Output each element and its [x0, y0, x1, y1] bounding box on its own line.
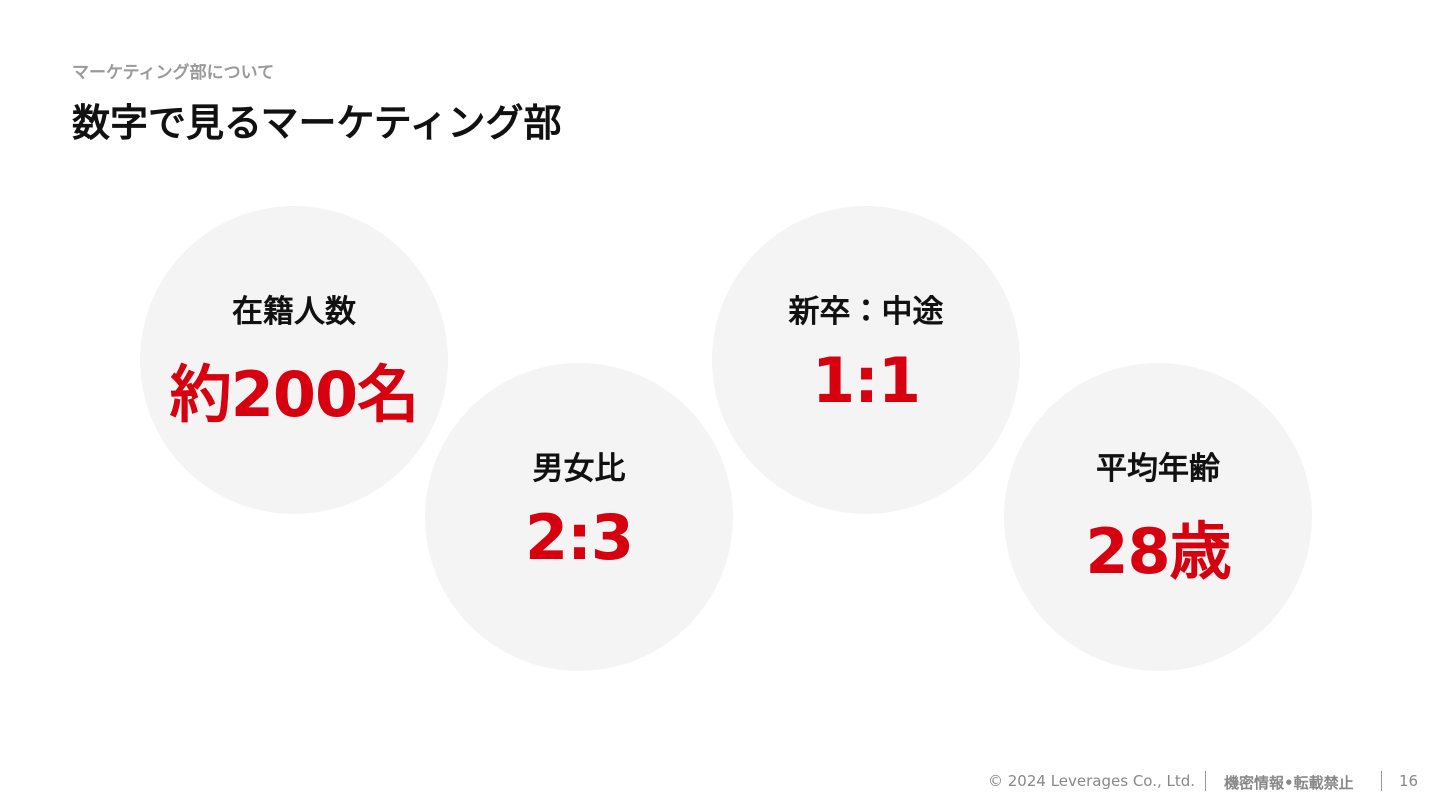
separator [1381, 771, 1382, 791]
stat-circle: 在籍人数 約200名 [140, 206, 448, 514]
section-label: マーケティング部について [72, 63, 275, 83]
stat-label: 新卒：中途 [788, 294, 944, 330]
stat-circle: 平均年齢 28歳 [1004, 363, 1312, 671]
separator [1205, 771, 1206, 791]
confidential-notice: 機密情報•転載禁止 [1224, 774, 1354, 792]
slide-title: 数字で見るマーケティング部 [72, 101, 562, 145]
page-number: 16 [1399, 772, 1419, 790]
copyright: © 2024 Leverages Co., Ltd. [988, 772, 1196, 790]
stat-label: 男女比 [532, 451, 626, 487]
stat-label: 在籍人数 [232, 294, 356, 330]
stat-value: 約200名 [169, 358, 419, 431]
stat-value: 1:1 [811, 344, 921, 417]
stat-circle: 男女比 2:3 [425, 363, 733, 671]
stat-label: 平均年齢 [1096, 451, 1220, 487]
stat-value: 2:3 [524, 501, 634, 574]
stat-circle: 新卒：中途 1:1 [712, 206, 1020, 514]
stat-value: 28歳 [1085, 515, 1231, 588]
